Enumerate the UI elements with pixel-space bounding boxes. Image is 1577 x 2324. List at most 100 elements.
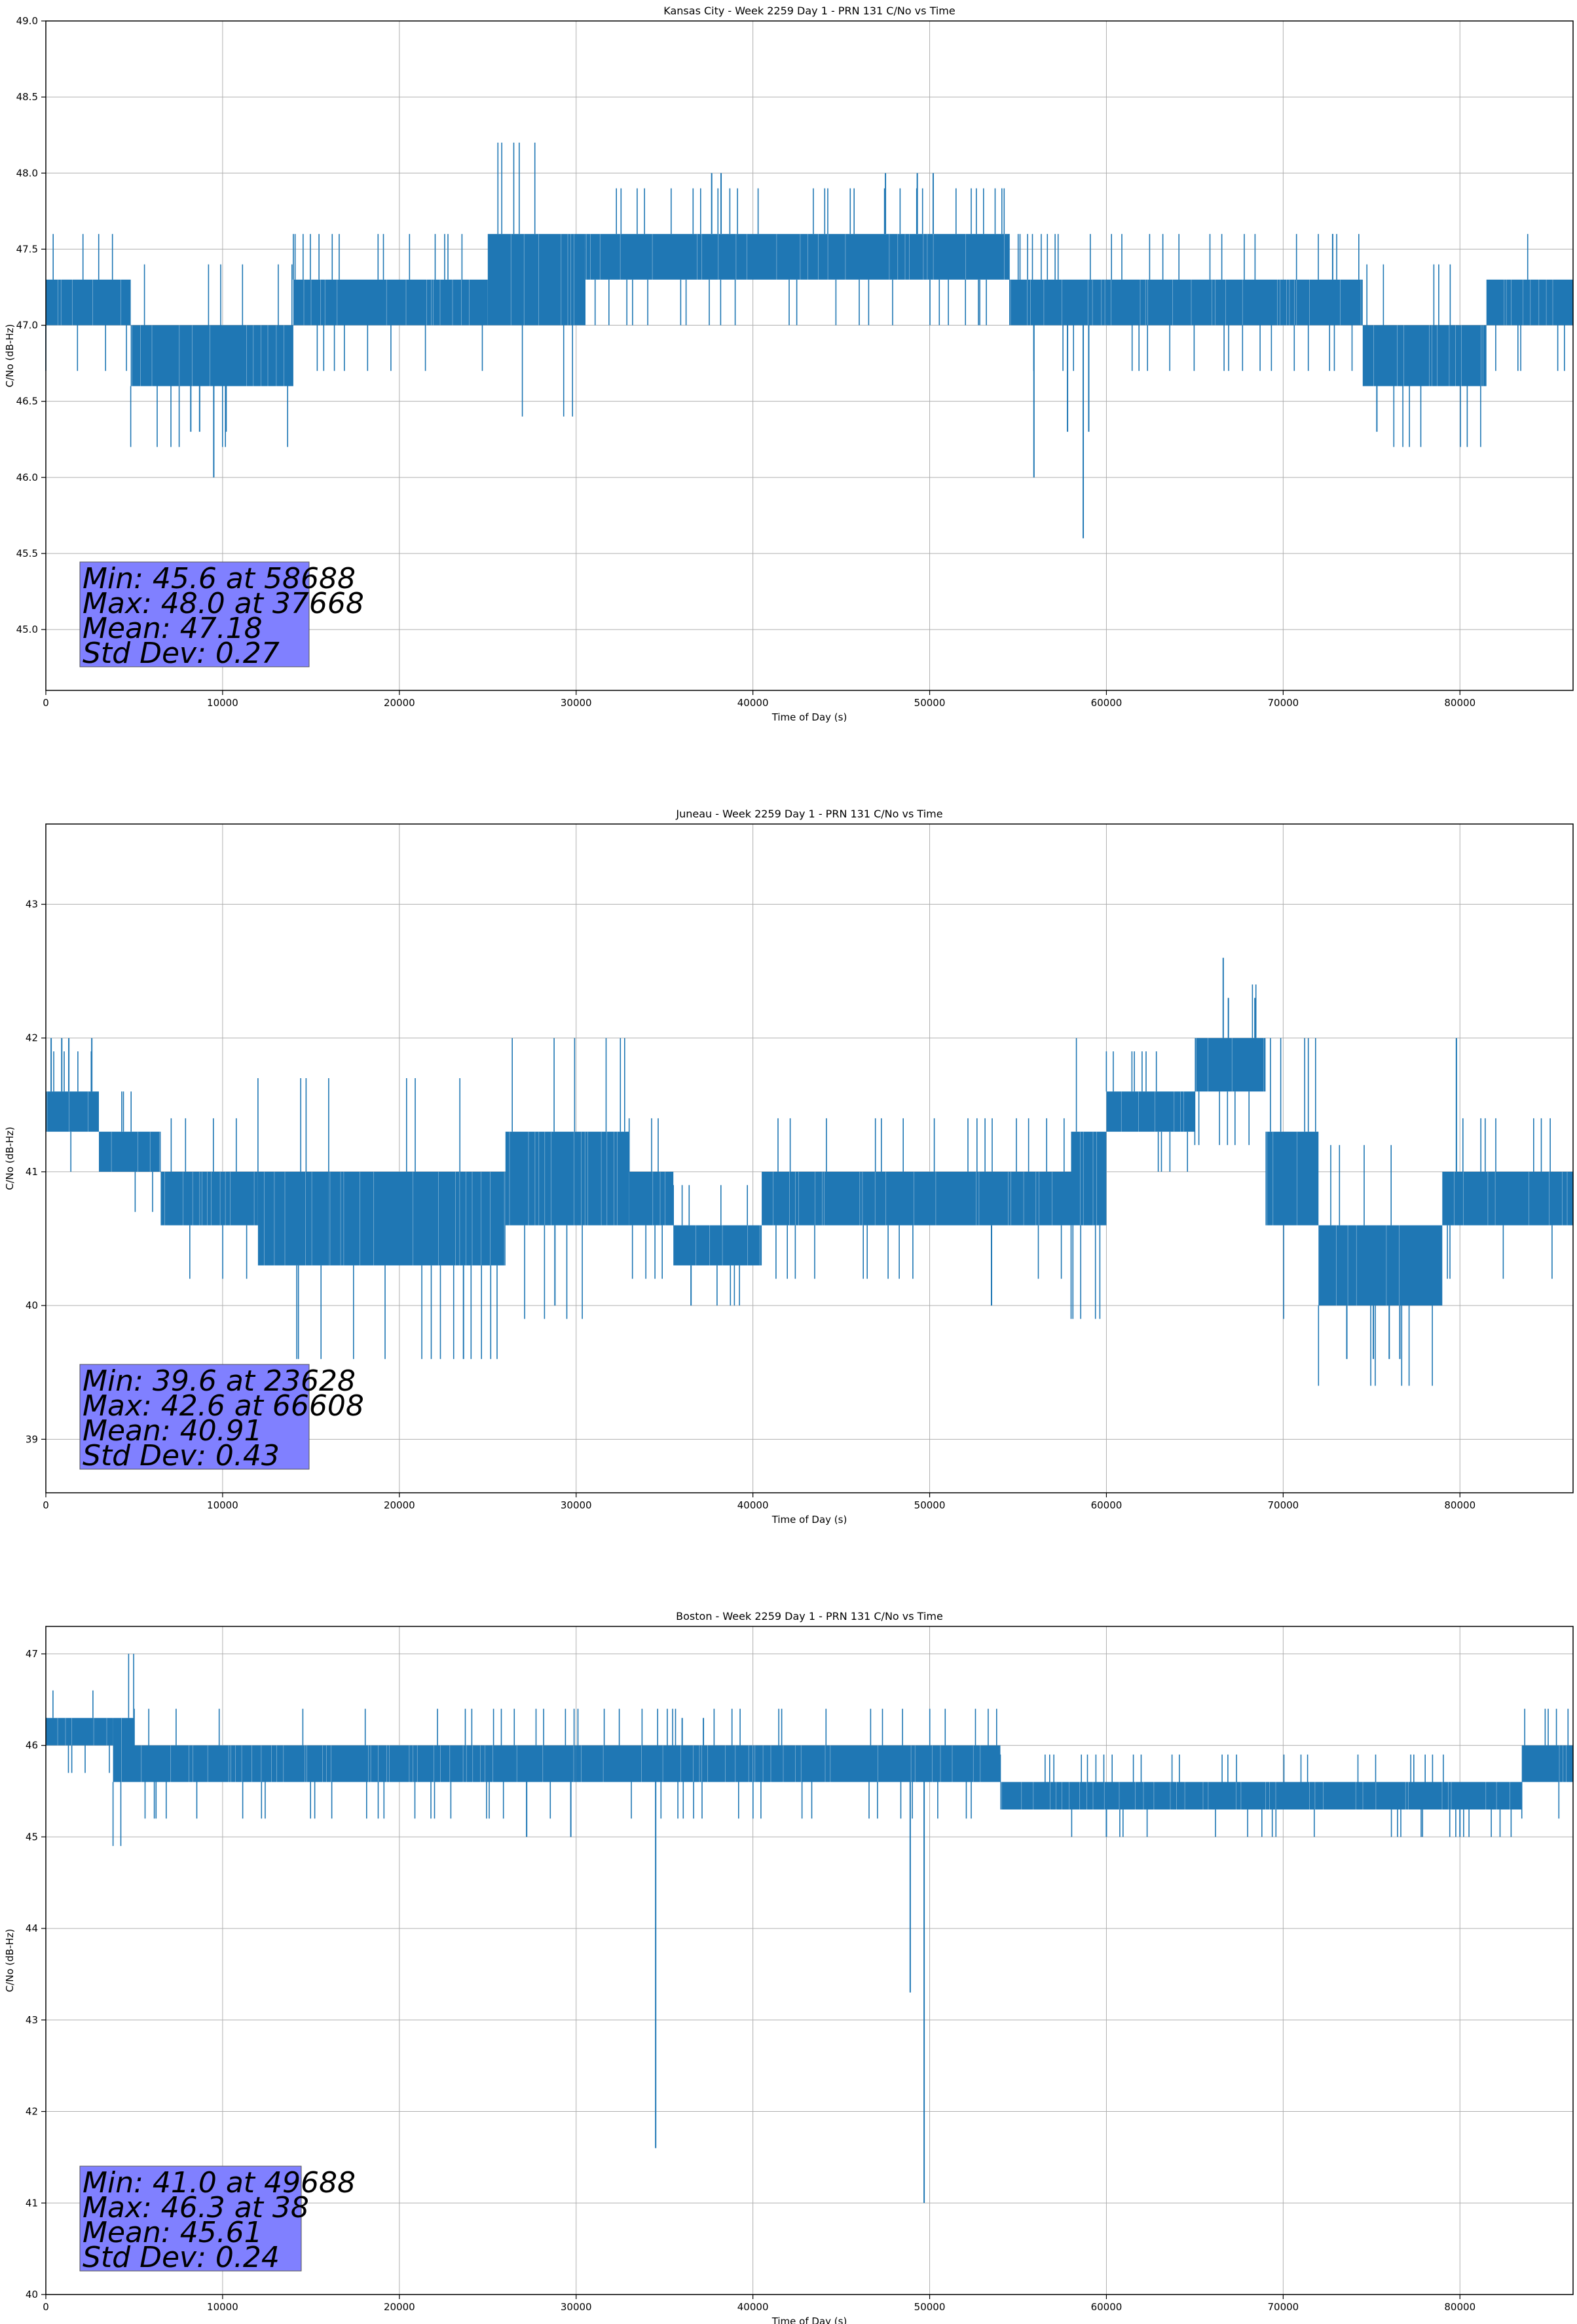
y-axis-ticks: 39 40 41 42 43 [26, 899, 46, 1445]
stat-std-dev: Std Dev: 0.24 [83, 2241, 280, 2274]
data-band-fill [487, 234, 585, 326]
x-tick-label: 0 [43, 1499, 49, 1511]
x-tick-label: 40000 [737, 697, 769, 709]
data-band [46, 1051, 99, 1172]
y-axis-ticks: 45.0 45.5 46.0 46.5 47.0 47.5 48.0 48.5 49.0 [16, 15, 46, 635]
data-band [99, 1091, 161, 1212]
x-axis-ticks: 0 10000 20000 30000 40000 50000 60000 70000 8000… [43, 690, 1475, 709]
data-band-texture [509, 1131, 618, 1226]
stats-box-background [79, 561, 310, 667]
data-band-fill [160, 1171, 258, 1226]
data-band-excursions [293, 234, 483, 371]
data-band-texture [164, 1171, 255, 1226]
data-band [1521, 1708, 1573, 1819]
data-band-excursions [52, 1690, 110, 1773]
plot-title: Juneau - Week 2259 Day 1 - PRN 131 C/No … [675, 808, 942, 820]
stats-box: Min: 41.0 at 49688 Max: 46.3 at 38 Mean:… [79, 2165, 356, 2274]
x-tick-label: 50000 [914, 1499, 946, 1511]
plot-axes-frame [45, 823, 1574, 1493]
data-band-texture [1010, 279, 1362, 326]
data-band-excursions [999, 1754, 1512, 1837]
data-band [1009, 234, 1363, 371]
data-band [1105, 1051, 1195, 1172]
data-band-texture [1336, 1225, 1400, 1306]
data-band-fill [576, 1745, 1001, 1782]
stat-min: Min: 41.0 at 49688 [83, 2166, 356, 2200]
y-axis-ticks: 40 41 42 43 44 45 46 47 [26, 1648, 46, 2300]
plot-juneau: 0 10000 20000 30000 40000 50000 60000 70000 8000… [4, 808, 1574, 1526]
data-band-excursions [584, 188, 1005, 326]
data-band-texture [652, 1171, 665, 1226]
data-band-fill [1106, 1091, 1195, 1132]
data-band-texture [58, 279, 121, 326]
stat-std-dev: Std Dev: 0.43 [83, 1439, 280, 1472]
data-band-fill [293, 279, 488, 326]
data-band-texture [264, 1171, 312, 1265]
plot-boston: 0 10000 20000 30000 40000 50000 60000 70000 8000… [4, 1610, 1574, 2324]
data-band-fill [1000, 1782, 1522, 1810]
data-band-excursions [511, 1038, 625, 1319]
stat-mean: Mean: 45.61 [83, 2216, 263, 2249]
x-tick-label: 10000 [207, 697, 238, 709]
data-band-texture [329, 1171, 505, 1265]
data-band-excursions [577, 1708, 997, 1819]
x-tick-label: 70000 [1267, 697, 1299, 709]
plot-axes-frame [45, 1626, 1574, 2295]
plot-data-series [46, 958, 1573, 1386]
data-band-excursions [1194, 984, 1257, 1146]
data-band [1070, 1038, 1107, 1319]
stat-max: Max: 42.6 at 66608 [83, 1389, 364, 1423]
data-band-fill [1318, 1225, 1443, 1306]
data-band-texture [1001, 1782, 1510, 1810]
y-tick-label: 46.0 [16, 472, 38, 483]
data-band-excursions [628, 1118, 663, 1279]
data-band-excursions [1270, 1038, 1316, 1319]
x-tick-label: 80000 [1444, 2301, 1475, 2313]
data-band-excursions [775, 1118, 1065, 1279]
data-band-fill [673, 1225, 762, 1265]
data-band-fill [46, 279, 131, 326]
data-band [628, 1118, 674, 1279]
data-band [1486, 234, 1573, 371]
data-band-fill [1442, 1171, 1573, 1226]
y-tick-label: 47 [26, 1648, 38, 1660]
data-band-texture [581, 1745, 981, 1782]
data-band-fill [505, 1131, 629, 1226]
data-band-excursions [1105, 1051, 1188, 1172]
data-band [584, 188, 1009, 326]
data-band [1442, 1118, 1573, 1279]
x-axis-label: Time of Day (s) [771, 2315, 847, 2324]
data-band-texture [1454, 1171, 1568, 1226]
data-band-texture [141, 1745, 574, 1782]
data-band-texture [1373, 325, 1483, 386]
data-band-texture [1121, 1091, 1184, 1132]
data-band-fill [585, 234, 1009, 280]
data-band-excursions [1009, 234, 1360, 371]
data-band-excursions [112, 1653, 134, 1846]
data-band-excursions [328, 1078, 498, 1359]
data-band-fill [113, 1717, 134, 1782]
data-band-texture [585, 234, 1005, 280]
y-tick-label: 48.0 [16, 167, 38, 179]
data-band-excursions [1521, 1708, 1569, 1819]
data-band-texture [1504, 279, 1553, 326]
data-band [45, 234, 131, 371]
data-band-fill [1009, 279, 1363, 326]
data-band-fill [134, 1745, 576, 1782]
x-tick-label: 10000 [207, 2301, 238, 2313]
y-tick-label: 49.0 [16, 15, 38, 27]
y-axis-label: C/No (dB-Hz) [4, 324, 16, 388]
stats-box: Min: 39.6 at 23628 Max: 42.6 at 66608 Me… [79, 1364, 364, 1472]
data-band-fill [1362, 325, 1487, 386]
plot-data-series [45, 142, 1573, 538]
y-tick-label: 44 [26, 1922, 38, 1934]
data-band-excursions [1070, 1038, 1101, 1319]
x-tick-label: 0 [43, 2301, 49, 2313]
y-tick-label: 40 [26, 1300, 38, 1311]
plot-title: Kansas City - Week 2259 Day 1 - PRN 131 … [663, 5, 955, 17]
data-band-fill [1521, 1745, 1573, 1782]
y-tick-label: 48.5 [16, 91, 38, 103]
y-tick-label: 43 [26, 899, 38, 910]
x-tick-label: 30000 [561, 1499, 592, 1511]
